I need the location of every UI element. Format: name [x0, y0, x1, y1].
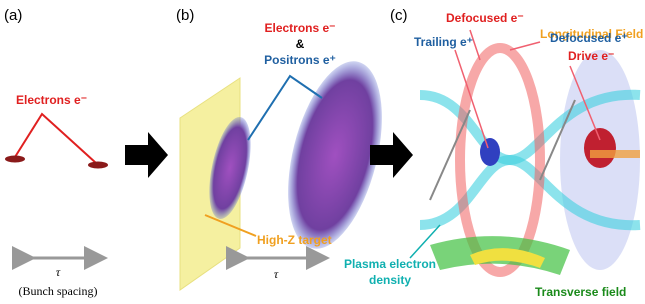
bunch [88, 162, 108, 169]
label: Defocused e⁻ [446, 11, 524, 25]
label: Electrons e⁻ [16, 93, 87, 107]
label: (Bunch spacing) [19, 284, 98, 298]
panel-label: (b) [176, 7, 194, 24]
label: density [369, 273, 411, 287]
pointer [15, 114, 96, 163]
label: Drive e⁻ [568, 49, 614, 63]
big-arrow [125, 132, 168, 178]
panel-label: (a) [4, 7, 22, 24]
panel-label: (c) [390, 7, 408, 24]
label: Plasma electron [344, 257, 436, 271]
bunch [480, 138, 500, 166]
label: High-Z target [257, 233, 332, 247]
label: Transverse field [535, 285, 626, 299]
bunch [5, 156, 25, 163]
field-arrow [590, 150, 640, 158]
label: Trailing e⁺ [414, 35, 473, 49]
label: Defocused e⁺ [550, 31, 628, 45]
figure: (a) Electrons e⁻ τ (Bunch spacing) (b) E… [0, 0, 645, 304]
bunch [584, 128, 616, 168]
label: & [296, 37, 305, 51]
tau: τ [56, 265, 61, 279]
label: Electrons e⁻ [264, 21, 335, 35]
label: Positrons e⁺ [264, 53, 336, 67]
tau: τ [274, 267, 279, 281]
